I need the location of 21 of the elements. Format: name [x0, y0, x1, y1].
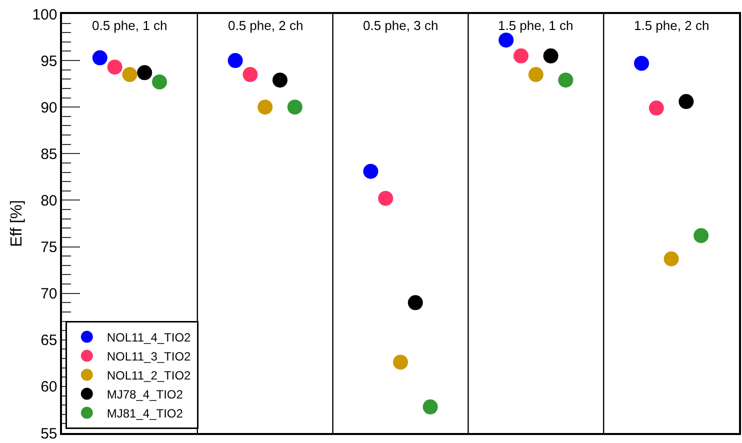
y-tick-label: 60 [40, 378, 58, 396]
x-tick-label: 1.5 phe, 1 ch [498, 18, 574, 33]
y-axis-title: Eff [%] [8, 200, 26, 247]
y-tick-label: 85 [40, 146, 58, 163]
y-tick-label: 100 [32, 6, 58, 24]
legend-label: NOL11_2_TIO2 [106, 368, 192, 382]
legend-label: NOL11_4_TIO2 [106, 330, 192, 344]
y-tick-label: 80 [40, 192, 58, 210]
y-tick-label: 55 [40, 425, 58, 442]
x-tick-label: 0.5 phe, 2 ch [228, 18, 304, 33]
legend-label: NOL11_3_TIO2 [106, 349, 192, 364]
x-tick-label: 0.5 phe, 3 ch [363, 18, 438, 33]
y-tick-label: 70 [40, 286, 58, 303]
y-tick-label: 95 [40, 52, 58, 70]
y-tick-label: 75 [40, 239, 58, 256]
legend-label: MJ78_4_TIO2 [106, 387, 184, 402]
x-tick-label: 1.5 phe, 2 ch [634, 18, 710, 33]
y-tick-label: 90 [40, 99, 58, 116]
legend-label: MJ81_4_TIO2 [106, 406, 184, 420]
y-tick-label: 65 [40, 332, 58, 350]
x-tick-label: 0.5 phe, 1 ch [92, 18, 168, 33]
